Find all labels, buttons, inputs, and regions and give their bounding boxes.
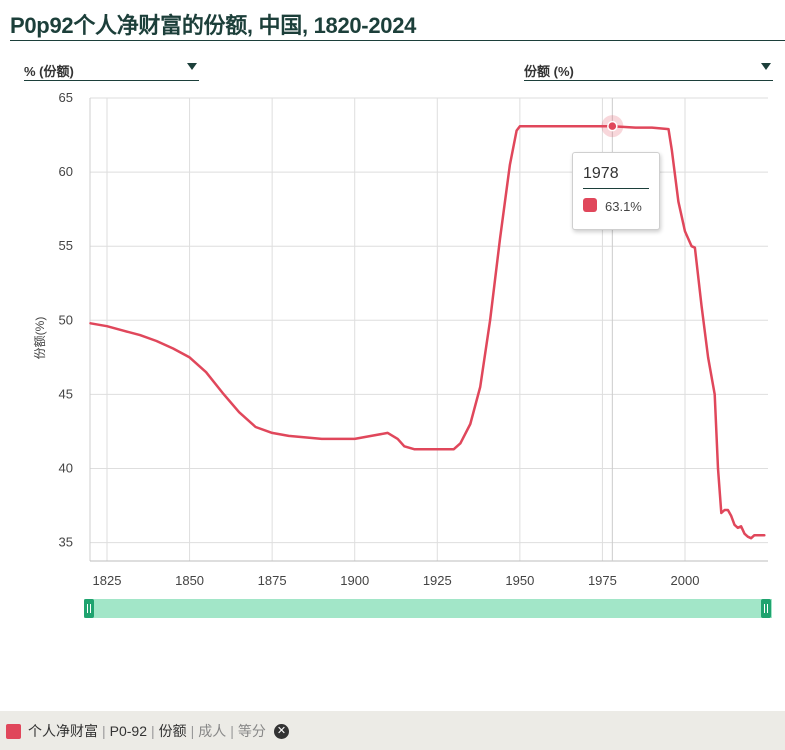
unit-dropdown-label: % (份额) bbox=[24, 64, 74, 79]
x-tick-label: 1950 bbox=[505, 573, 534, 588]
x-axis-ticks: 1825 1850 1875 1900 1925 1950 1975 2000 bbox=[93, 573, 700, 588]
legend-swatch bbox=[6, 723, 21, 739]
title-divider bbox=[10, 40, 785, 41]
legend-population: 成人 bbox=[198, 723, 227, 739]
x-tick-label: 2000 bbox=[671, 573, 700, 588]
legend-item[interactable]: 个人净财富 | P0-92 | 份额 | 成人 | 等分 ✕ bbox=[6, 722, 289, 740]
x-tick-label: 1900 bbox=[340, 573, 369, 588]
legend-separator: | bbox=[190, 723, 195, 739]
indicator-dropdown-label: 份额 (%) bbox=[524, 64, 574, 79]
y-axis-label: 份额(%) bbox=[33, 317, 47, 360]
y-tick-label: 35 bbox=[59, 535, 73, 550]
series-line bbox=[89, 124, 766, 540]
series-group bbox=[89, 124, 766, 540]
legend-bar: 个人净财富 | P0-92 | 份额 | 成人 | 等分 ✕ bbox=[0, 711, 785, 750]
legend-separator: | bbox=[230, 723, 234, 739]
data-point-1978[interactable] bbox=[607, 120, 618, 132]
range-slider-end-handle[interactable] bbox=[761, 599, 771, 618]
legend-separator: | bbox=[151, 723, 155, 739]
legend-split: 等分 bbox=[237, 723, 266, 739]
y-tick-label: 40 bbox=[59, 461, 73, 476]
x-tick-label: 1925 bbox=[423, 573, 452, 588]
range-slider-start-handle[interactable] bbox=[84, 599, 94, 618]
y-tick-label: 50 bbox=[59, 312, 73, 327]
chevron-down-icon bbox=[187, 63, 197, 70]
indicator-dropdown[interactable]: 份额 (%) bbox=[524, 56, 773, 81]
chart-grid bbox=[89, 97, 768, 562]
y-axis-ticks: 35 40 45 50 55 60 65 bbox=[59, 90, 73, 550]
legend-variable: 个人净财富 bbox=[28, 723, 98, 739]
legend-measure: 份额 bbox=[158, 723, 187, 739]
legend-separator: | bbox=[102, 723, 106, 739]
x-tick-label: 1825 bbox=[93, 573, 122, 588]
y-tick-label: 45 bbox=[59, 386, 73, 401]
chevron-down-icon bbox=[761, 63, 771, 70]
tooltip-year: 1978 bbox=[583, 165, 619, 182]
legend-percentile: P0-92 bbox=[109, 723, 147, 739]
tooltip-divider bbox=[583, 188, 649, 189]
data-tooltip: 1978 63.1% bbox=[572, 152, 660, 230]
x-tick-label: 1875 bbox=[258, 573, 287, 588]
range-slider-track[interactable] bbox=[84, 599, 772, 618]
tooltip-swatch bbox=[583, 198, 597, 212]
y-tick-label: 60 bbox=[59, 164, 73, 179]
unit-dropdown[interactable]: % (份额) bbox=[24, 56, 199, 81]
close-icon[interactable]: ✕ bbox=[273, 723, 289, 739]
tooltip-value: 63.1% bbox=[605, 199, 642, 214]
y-tick-label: 55 bbox=[59, 238, 73, 253]
chart-title: P0p92个人净财富的份额, 中国, 1820-2024 bbox=[10, 13, 417, 38]
x-tick-label: 1850 bbox=[175, 573, 204, 588]
x-tick-label: 1975 bbox=[588, 573, 617, 588]
y-tick-label: 65 bbox=[59, 90, 73, 105]
